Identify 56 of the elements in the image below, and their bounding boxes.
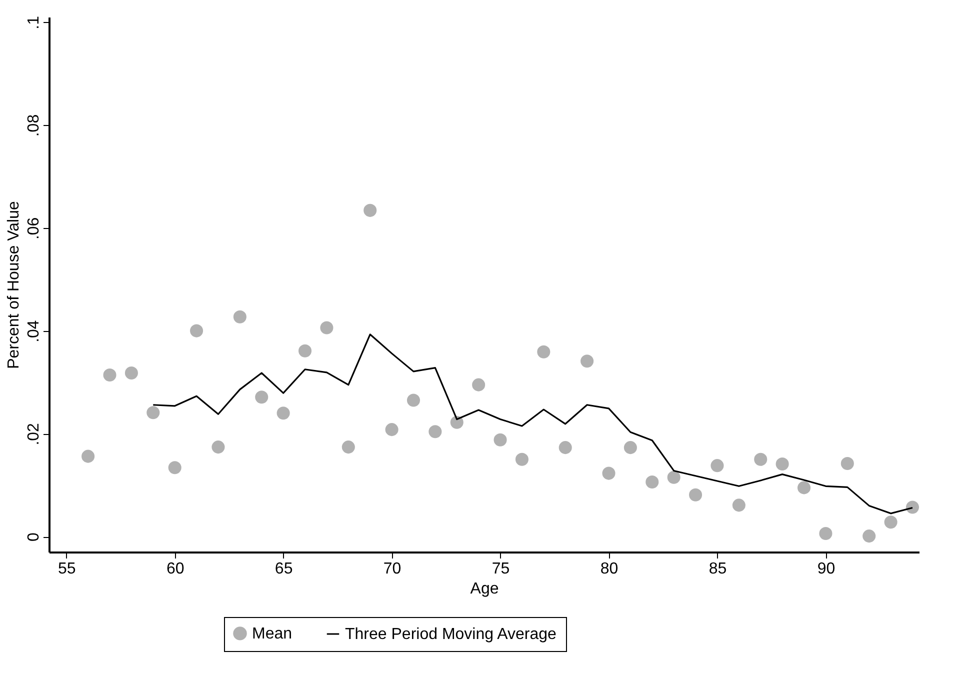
- point: [190, 324, 204, 338]
- x-axis-title: Age: [470, 580, 499, 598]
- x-tick-label: 55: [58, 560, 76, 578]
- point: [428, 425, 442, 438]
- x-tick-label: 70: [383, 560, 402, 578]
- point: [406, 394, 420, 407]
- y-tick-label: .04: [26, 320, 42, 342]
- y-tick-label: .1: [26, 16, 42, 30]
- point: [472, 378, 486, 392]
- point: [515, 452, 528, 466]
- y-tick-label: .06: [26, 217, 42, 240]
- point: [255, 390, 268, 404]
- point: [103, 368, 116, 382]
- point: [884, 516, 898, 529]
- point: [537, 345, 550, 358]
- point: [82, 450, 95, 463]
- point: [840, 457, 854, 470]
- point: [602, 466, 616, 480]
- legend-label: Mean: [252, 625, 292, 642]
- x-tick-label: 60: [166, 560, 184, 578]
- point: [146, 406, 160, 420]
- point: [494, 433, 507, 446]
- point: [168, 461, 182, 474]
- point: [819, 526, 832, 540]
- point: [862, 530, 876, 543]
- x-tick-label: 85: [708, 560, 727, 578]
- point: [754, 452, 768, 466]
- point: [710, 459, 724, 472]
- point: [689, 488, 702, 502]
- point: [797, 481, 811, 494]
- point: [776, 458, 789, 471]
- x-tick-label: 75: [492, 560, 510, 578]
- point: [624, 441, 637, 454]
- point: [558, 441, 572, 454]
- y-tick-label: .08: [26, 114, 42, 137]
- x-tick-label: 80: [600, 560, 618, 578]
- y-axis-title: Percent of House Value: [6, 201, 22, 369]
- point: [364, 204, 377, 217]
- x-tick-label: 90: [817, 560, 836, 578]
- point: [906, 500, 920, 514]
- point: [276, 406, 290, 420]
- point: [212, 440, 225, 454]
- point: [342, 440, 355, 454]
- point: [667, 470, 680, 484]
- y-tick-label: .02: [26, 422, 42, 446]
- point: [320, 321, 334, 334]
- point: [732, 498, 746, 512]
- y-tick-label: 0: [26, 532, 42, 542]
- point: [646, 476, 659, 489]
- point: [124, 366, 138, 380]
- point: [385, 423, 398, 436]
- legend-label: Three Period Moving Average: [345, 626, 556, 643]
- point: [233, 310, 246, 324]
- point: [298, 344, 312, 358]
- x-tick-label: 65: [274, 560, 293, 578]
- point: [580, 354, 594, 368]
